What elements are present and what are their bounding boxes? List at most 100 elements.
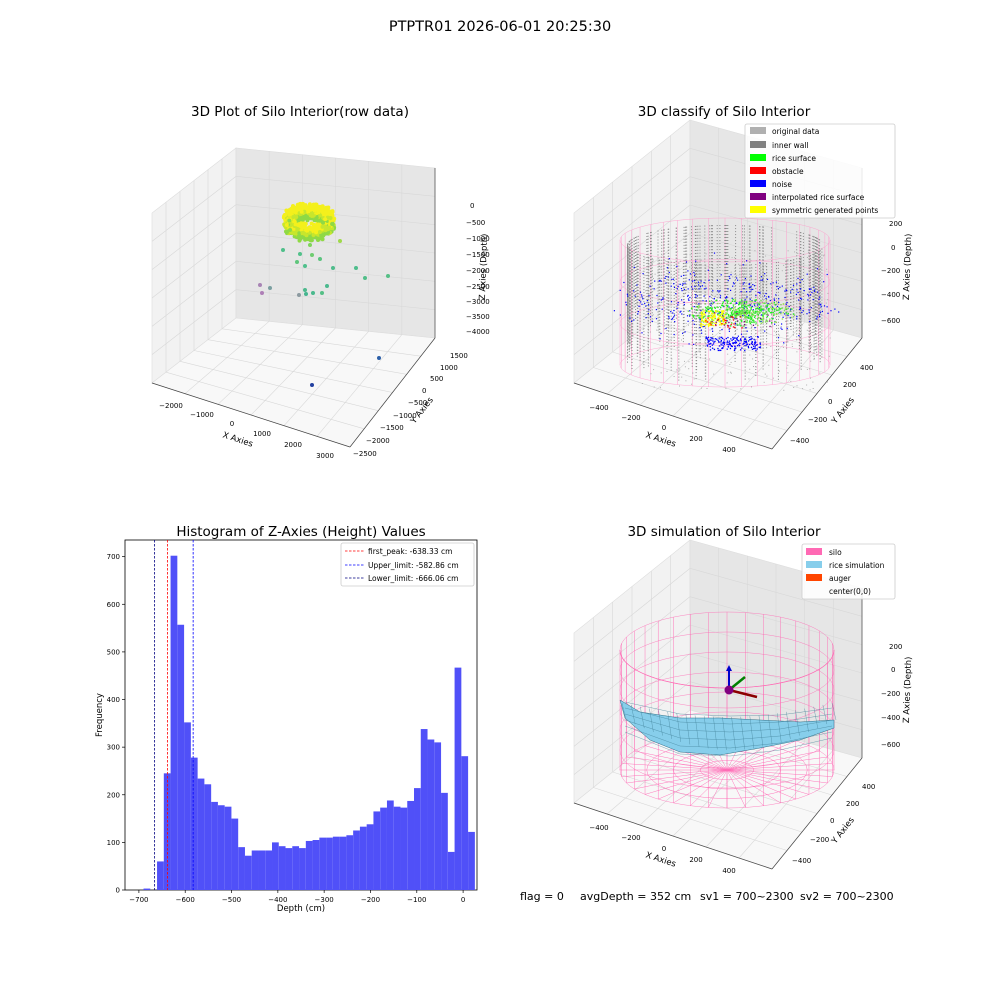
- wall-point: [735, 243, 737, 245]
- wall-point: [663, 316, 665, 318]
- wall-point: [636, 322, 638, 324]
- wall-point: [635, 288, 637, 289]
- wall-point: [735, 228, 737, 230]
- wall-point: [762, 295, 764, 297]
- wall-point: [670, 339, 672, 341]
- wall-point: [786, 260, 788, 262]
- wall-point: [726, 252, 728, 253]
- wall-point: [682, 299, 684, 301]
- wall-point: [694, 309, 696, 310]
- wall-point: [796, 282, 798, 284]
- wall-point: [814, 246, 816, 247]
- wall-point: [746, 270, 748, 272]
- wall-point: [760, 281, 762, 283]
- wall-point: [719, 231, 721, 232]
- wall-point: [699, 267, 701, 269]
- wall-point: [759, 238, 761, 240]
- wall-point: [663, 301, 665, 303]
- wall-point: [762, 335, 764, 337]
- wall-point: [678, 316, 680, 318]
- wall-point: [657, 272, 659, 274]
- wall-point: [704, 249, 706, 251]
- wall-point: [657, 299, 659, 301]
- wall-point: [762, 292, 764, 294]
- wall-point: [635, 261, 637, 262]
- wall-point: [760, 296, 762, 298]
- wall-point: [678, 343, 680, 345]
- wall-point: [675, 269, 677, 271]
- wall-point: [735, 234, 737, 236]
- wall-point: [712, 288, 714, 290]
- wall-point: [628, 244, 630, 246]
- wall-point: [716, 225, 718, 227]
- wall-point: [719, 294, 721, 295]
- wall-point: [657, 230, 659, 232]
- wall-point: [695, 378, 697, 380]
- wall-point: [627, 283, 628, 285]
- wall-point: [627, 343, 628, 345]
- wall-point: [627, 361, 628, 363]
- wall-point: [666, 264, 668, 265]
- wall-point: [661, 259, 663, 261]
- raw-z-tick: −4000: [466, 328, 490, 336]
- wall-point: [627, 250, 628, 252]
- wall-point: [651, 318, 653, 320]
- wall-point: [705, 327, 707, 329]
- wall-point: [766, 269, 768, 271]
- wall-point: [627, 255, 629, 257]
- wall-point: [814, 318, 816, 319]
- wall-point: [819, 265, 821, 267]
- wall-point: [635, 255, 637, 256]
- wall-point: [673, 298, 675, 299]
- wall-point: [639, 269, 641, 271]
- wall-point: [639, 326, 641, 328]
- wall-point: [716, 240, 718, 242]
- wall-point: [695, 372, 697, 374]
- wall-point: [675, 254, 677, 256]
- raw-z-tick: −3500: [466, 313, 490, 321]
- wall-point: [639, 359, 641, 361]
- wall-point: [650, 292, 651, 294]
- wall-point: [691, 274, 692, 276]
- wall-point: [776, 283, 777, 285]
- wall-point: [790, 292, 792, 294]
- wall-point: [675, 260, 677, 262]
- wall-point: [792, 298, 794, 300]
- wall-point: [766, 272, 768, 274]
- wall-point: [817, 265, 819, 267]
- raw-point: [321, 233, 326, 238]
- wall-point: [743, 360, 745, 362]
- wall-point: [673, 274, 675, 275]
- wall-point: [819, 346, 821, 348]
- wall-point: [691, 299, 693, 301]
- wall-point: [766, 338, 768, 340]
- wall-point: [700, 297, 702, 299]
- wall-point: [627, 342, 629, 343]
- wall-point: [682, 296, 684, 298]
- wall-point: [670, 315, 672, 317]
- wall-point: [719, 267, 721, 268]
- wall-point: [762, 338, 764, 340]
- wall-point: [802, 235, 804, 237]
- wall-point: [716, 249, 718, 251]
- raw-point: [330, 222, 335, 226]
- wall-point: [786, 344, 788, 346]
- wall-point: [792, 283, 794, 285]
- wall-point: [673, 313, 675, 314]
- wall-point: [628, 340, 630, 342]
- wall-point: [666, 270, 668, 271]
- grid-line: [738, 329, 834, 439]
- wall-point: [628, 331, 630, 333]
- wall-point: [735, 255, 737, 257]
- wall-point: [630, 281, 632, 283]
- wall-point: [628, 284, 630, 286]
- wall-point: [812, 265, 814, 267]
- wall-point: [759, 235, 761, 237]
- wall-point: [663, 271, 665, 273]
- wall-point: [726, 228, 728, 229]
- wall-point: [630, 263, 632, 265]
- wall-point: [777, 273, 779, 275]
- wall-point: [650, 265, 651, 267]
- wall-point: [812, 253, 814, 255]
- wall-point: [735, 237, 737, 239]
